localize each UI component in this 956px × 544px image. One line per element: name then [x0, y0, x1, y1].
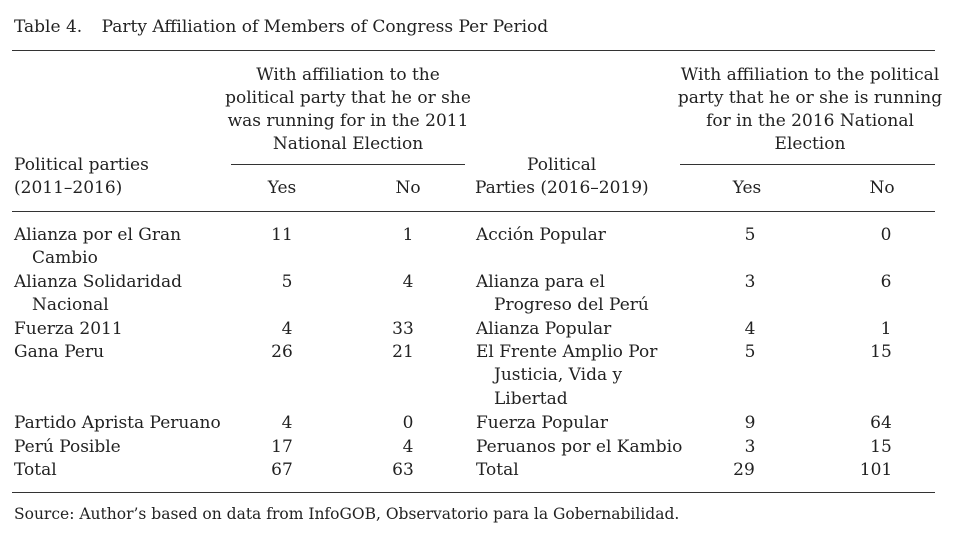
no-2016-header: No: [869, 178, 895, 198]
group-2011-rule: [231, 164, 465, 165]
right-party-name: Acción Popular: [476, 225, 606, 245]
left-yes-cell: 5: [281, 272, 293, 292]
right-no-cell: 15: [870, 342, 892, 362]
left-total-no: 63: [392, 460, 414, 480]
right-party-header-line2: Parties (2016–2019): [475, 178, 649, 198]
right-no-cell: 15: [870, 437, 892, 457]
right-yes-cell: 3: [744, 437, 756, 457]
left-party-name: Partido Aprista Peruano: [14, 413, 221, 433]
left-yes-cell: 4: [281, 413, 293, 433]
left-no-cell: 0: [402, 413, 414, 433]
right-party-header: Political Parties (2016–2019): [475, 154, 675, 200]
right-party-name-cont: Progreso del Perú: [494, 295, 649, 315]
left-yes-cell: 11: [271, 225, 293, 245]
left-party-name-cont: Nacional: [32, 295, 109, 315]
right-no-cell: 64: [870, 413, 892, 433]
table-title: Party Affiliation of Members of Congress…: [101, 17, 549, 37]
left-yes-cell: 17: [271, 437, 293, 457]
right-party-name: Alianza Popular: [476, 319, 612, 339]
right-no-cell: 6: [880, 272, 892, 292]
left-party-name: Gana Peru: [14, 342, 105, 362]
left-yes-cell: 4: [281, 319, 293, 339]
group-2016-header-line: party that he or she is running: [677, 88, 943, 108]
right-party-name-cont: Justicia, Vida y: [494, 365, 623, 385]
right-yes-cell: 5: [744, 342, 756, 362]
left-no-cell: 33: [392, 319, 414, 339]
left-total-yes: 67: [271, 460, 293, 480]
left-party-header-line2: (2011–2016): [14, 178, 123, 198]
source-note: Source: Author’s based on data from Info…: [14, 505, 680, 523]
group-2016-header-line: With affiliation to the political: [680, 65, 940, 85]
right-yes-cell: 4: [744, 319, 756, 339]
group-2011-header: With affiliation to the political party …: [218, 64, 478, 156]
table-caption: Table 4. Party Affiliation of Members of…: [14, 17, 548, 37]
right-party-header-line1: Political: [527, 155, 597, 175]
left-no-cell: 4: [402, 272, 414, 292]
right-total-yes: 29: [733, 460, 755, 480]
bottom-rule: [12, 492, 935, 493]
right-party-name: Peruanos por el Kambio: [476, 437, 683, 457]
left-yes-cell: 26: [271, 342, 293, 362]
left-party-name-cont: Cambio: [32, 248, 98, 268]
group-2011-header-line: With affiliation to the: [256, 65, 440, 85]
left-party-name: Perú Posible: [14, 437, 121, 457]
right-no-cell: 0: [880, 225, 892, 245]
right-total-no: 101: [859, 460, 893, 480]
yes-2016-header: Yes: [732, 178, 762, 198]
right-total-label: Total: [476, 460, 519, 480]
table-label: Table 4.: [14, 17, 83, 37]
yes-2011-header: Yes: [267, 178, 297, 198]
left-party-name: Alianza por el Gran: [14, 225, 182, 245]
left-party-name: Alianza Solidaridad: [14, 272, 182, 292]
right-yes-cell: 9: [744, 413, 756, 433]
group-2016-header: With affiliation to the political party …: [672, 64, 948, 156]
right-no-cell: 1: [880, 319, 892, 339]
group-2011-header-line: National Election: [272, 134, 424, 154]
no-2011-header: No: [395, 178, 421, 198]
group-2016-rule: [680, 164, 935, 165]
left-party-name: Fuerza 2011: [14, 319, 123, 339]
left-no-cell: 21: [392, 342, 414, 362]
right-yes-cell: 3: [744, 272, 756, 292]
header-rule: [12, 211, 935, 212]
right-party-name: Alianza para el: [476, 272, 605, 292]
right-yes-cell: 5: [744, 225, 756, 245]
right-party-name: Fuerza Popular: [476, 413, 608, 433]
left-total-label: Total: [14, 460, 57, 480]
group-2016-header-line: Election: [774, 134, 846, 154]
left-no-cell: 1: [402, 225, 414, 245]
left-party-header-line1: Political parties: [14, 155, 149, 175]
right-party-name: El Frente Amplio Por: [476, 342, 658, 362]
group-2016-header-line: for in the 2016 National: [706, 111, 914, 131]
left-no-cell: 4: [402, 437, 414, 457]
top-rule: [12, 50, 935, 51]
group-2011-header-line: political party that he or she: [225, 88, 471, 108]
right-party-name-cont: Libertad: [494, 389, 568, 409]
group-2011-header-line: was running for in the 2011: [227, 111, 469, 131]
